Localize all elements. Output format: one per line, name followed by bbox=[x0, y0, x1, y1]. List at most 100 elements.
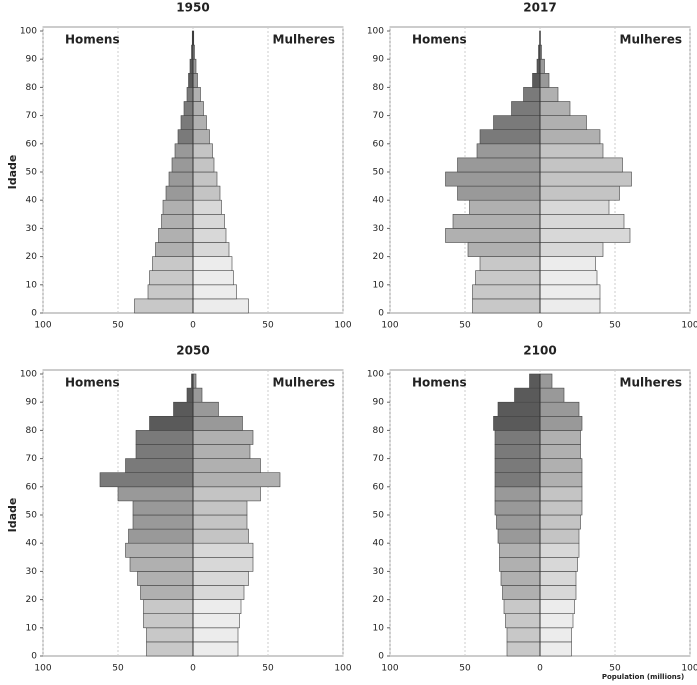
bar bbox=[192, 387, 203, 403]
y-axis-label: Idade bbox=[6, 498, 19, 533]
bar bbox=[494, 444, 541, 459]
y-tick-label: 30 bbox=[373, 224, 385, 234]
bar bbox=[117, 486, 194, 502]
x-tick-label: 100 bbox=[381, 664, 398, 674]
y-tick-label: 20 bbox=[26, 595, 38, 605]
bar bbox=[539, 373, 553, 389]
x-tick-label: 100 bbox=[334, 321, 351, 331]
bar bbox=[475, 270, 541, 286]
x-tick-label: 50 bbox=[262, 664, 274, 674]
bar bbox=[192, 185, 221, 201]
bar bbox=[499, 556, 541, 572]
bar bbox=[539, 514, 581, 530]
bar bbox=[192, 599, 242, 614]
bar bbox=[539, 556, 578, 572]
bar bbox=[445, 228, 541, 243]
y-tick-label: 70 bbox=[373, 454, 385, 464]
bar bbox=[146, 627, 194, 643]
panel-title: 2100 bbox=[523, 344, 556, 358]
bar bbox=[496, 514, 541, 530]
panel-title: 1950 bbox=[176, 1, 209, 15]
x-tick-label: 100 bbox=[381, 321, 398, 331]
y-tick-label: 100 bbox=[20, 27, 37, 37]
bar bbox=[502, 585, 541, 600]
x-tick-label: 50 bbox=[609, 321, 621, 331]
bar bbox=[146, 641, 194, 657]
y-tick-label: 90 bbox=[26, 398, 38, 408]
x-tick-label: 100 bbox=[34, 321, 51, 331]
y-tick-label: 100 bbox=[367, 370, 384, 380]
y-tick-label: 50 bbox=[373, 168, 385, 178]
bar bbox=[539, 486, 583, 502]
bar bbox=[539, 528, 580, 544]
y-tick-label: 0 bbox=[31, 652, 37, 662]
bar bbox=[192, 444, 251, 459]
bar bbox=[192, 242, 230, 257]
bar bbox=[165, 185, 194, 201]
bar bbox=[192, 129, 210, 145]
bar bbox=[539, 415, 583, 431]
bar bbox=[514, 387, 541, 403]
x-tick-label: 0 bbox=[537, 664, 543, 674]
bar bbox=[539, 199, 610, 215]
y-tick-label: 30 bbox=[26, 567, 38, 577]
bar bbox=[539, 641, 572, 657]
y-tick-label: 40 bbox=[26, 539, 38, 549]
bar bbox=[192, 641, 239, 657]
y-tick-label: 10 bbox=[26, 280, 38, 290]
bar bbox=[472, 284, 541, 300]
bar bbox=[149, 415, 194, 431]
x-tick-label: 100 bbox=[681, 321, 697, 331]
bar bbox=[192, 571, 249, 586]
x-tick-label: 100 bbox=[34, 664, 51, 674]
y-tick-label: 100 bbox=[20, 370, 37, 380]
bar bbox=[143, 599, 194, 614]
bar bbox=[505, 613, 541, 629]
bar bbox=[134, 298, 194, 314]
y-tick-label: 70 bbox=[26, 111, 38, 121]
bar bbox=[135, 444, 194, 459]
bar bbox=[149, 270, 194, 286]
bar bbox=[445, 171, 541, 187]
y-tick-label: 30 bbox=[373, 567, 385, 577]
bar bbox=[192, 585, 245, 600]
bar bbox=[192, 199, 222, 215]
bar bbox=[494, 430, 541, 445]
bar bbox=[192, 556, 254, 572]
y-tick-label: 0 bbox=[378, 652, 384, 662]
bar bbox=[539, 228, 631, 243]
bar bbox=[129, 556, 194, 572]
bar bbox=[539, 185, 620, 201]
y-tick-label: 50 bbox=[26, 511, 38, 521]
bar bbox=[140, 585, 194, 600]
y-tick-label: 30 bbox=[26, 224, 38, 234]
legend-label: Homens bbox=[65, 376, 120, 390]
y-tick-label: 10 bbox=[373, 280, 385, 290]
bar bbox=[192, 528, 249, 544]
y-tick-label: 40 bbox=[373, 196, 385, 206]
bar bbox=[494, 458, 541, 474]
y-tick-label: 70 bbox=[26, 454, 38, 464]
y-tick-label: 80 bbox=[26, 83, 38, 93]
x-tick-label: 0 bbox=[190, 664, 196, 674]
bar bbox=[497, 528, 541, 544]
x-tick-label: 100 bbox=[334, 664, 351, 674]
bar bbox=[192, 613, 240, 629]
bar bbox=[177, 129, 194, 145]
bar bbox=[192, 143, 213, 159]
bar bbox=[506, 627, 541, 643]
x-axis-label: Population (millions) bbox=[602, 673, 684, 681]
bar bbox=[173, 401, 194, 417]
bar bbox=[493, 415, 541, 431]
bar bbox=[137, 571, 194, 586]
bar bbox=[99, 472, 194, 488]
panel-title: 2017 bbox=[523, 1, 556, 15]
bar bbox=[128, 528, 194, 544]
bar bbox=[494, 500, 541, 516]
bar bbox=[494, 472, 541, 488]
bar bbox=[155, 242, 194, 257]
bar bbox=[539, 115, 587, 130]
bar bbox=[171, 157, 194, 173]
y-tick-label: 80 bbox=[373, 83, 385, 93]
